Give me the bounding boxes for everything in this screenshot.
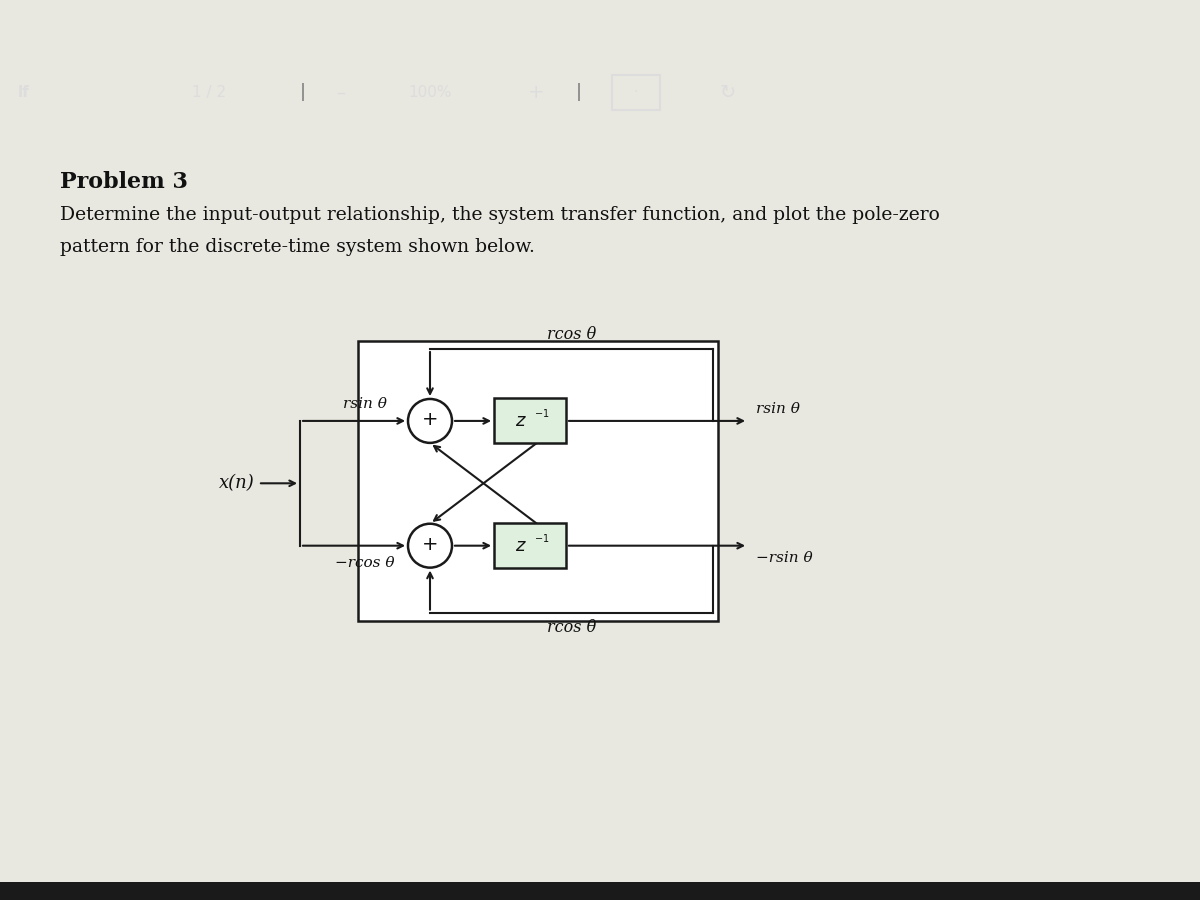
Bar [358, 341, 718, 620]
Bar [494, 523, 566, 568]
Text: −rsin θ: −rsin θ [756, 551, 812, 564]
Text: 100%: 100% [408, 85, 451, 100]
Text: x(n): x(n) [220, 474, 256, 492]
Text: $^{-1}$: $^{-1}$ [534, 534, 550, 548]
Text: ·: · [634, 86, 638, 99]
Text: rcos θ: rcos θ [547, 326, 596, 343]
Text: ↻: ↻ [720, 83, 737, 102]
Text: |: | [576, 84, 582, 102]
Text: rsin θ: rsin θ [343, 397, 386, 411]
Text: +: + [421, 410, 438, 429]
Text: Problem 3: Problem 3 [60, 171, 188, 194]
Bar [0, 882, 1200, 900]
Text: 1 / 2: 1 / 2 [192, 85, 226, 100]
Text: rcos θ: rcos θ [547, 618, 596, 635]
Text: $z$: $z$ [515, 536, 527, 554]
Text: rsin θ: rsin θ [756, 402, 800, 416]
Text: pattern for the discrete-time system shown below.: pattern for the discrete-time system sho… [60, 238, 535, 256]
Text: +: + [528, 83, 545, 102]
Text: lf: lf [18, 85, 30, 100]
Text: Determine the input-output relationship, the system transfer function, and plot : Determine the input-output relationship,… [60, 206, 940, 224]
Text: −rcos θ: −rcos θ [335, 555, 395, 570]
Bar [494, 399, 566, 444]
Text: $z$: $z$ [515, 412, 527, 430]
Text: |: | [300, 84, 306, 102]
Text: $^{-1}$: $^{-1}$ [534, 409, 550, 423]
Text: +: + [421, 536, 438, 554]
Text: –: – [336, 84, 346, 102]
